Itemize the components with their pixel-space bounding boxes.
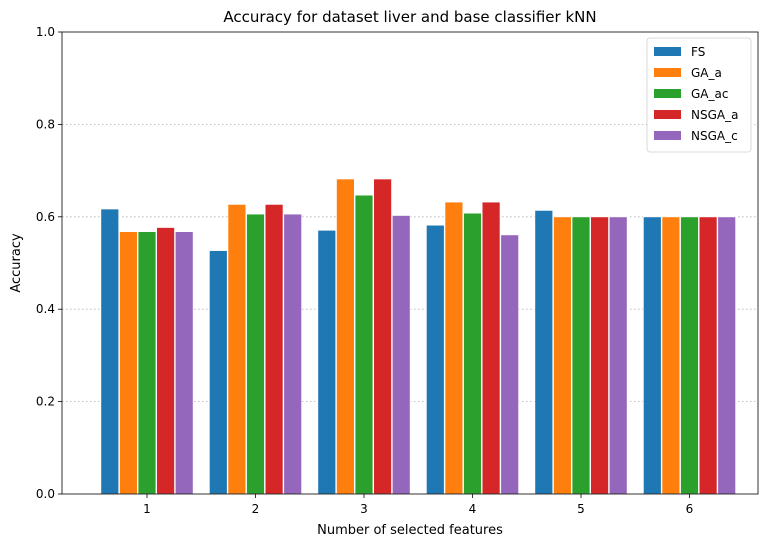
bar-nsga-c-6 — [717, 216, 737, 495]
legend-label: NSGA_a — [691, 108, 738, 122]
bar-nsga-a-2 — [264, 203, 284, 495]
bar-fs-4 — [425, 224, 445, 495]
plot-frame — [61, 31, 759, 495]
bar-nsga-a-3 — [373, 178, 393, 495]
y-tick-label: 0.4 — [36, 302, 55, 316]
bar-ga-ac-4 — [463, 212, 482, 495]
legend-label: GA_a — [691, 66, 722, 80]
x-tick-label: 1 — [143, 502, 151, 516]
bar-ga-a-2 — [227, 203, 247, 495]
x-tick-label: 5 — [577, 502, 585, 516]
bars — [100, 178, 737, 495]
bar-nsga-c-4 — [500, 234, 520, 495]
bar-ga-a-4 — [444, 201, 464, 495]
legend-swatch — [654, 68, 681, 77]
bar-ga-ac-5 — [571, 216, 591, 495]
bar-fs-3 — [317, 229, 337, 495]
chart-title: Accuracy for dataset liver and base clas… — [223, 8, 596, 26]
bar-nsga-a-5 — [590, 216, 609, 495]
bar-ga-a-5 — [553, 216, 572, 495]
y-tick-label: 0.6 — [36, 210, 55, 224]
bar-fs-5 — [534, 209, 554, 495]
bar-nsga-a-1 — [156, 227, 176, 495]
bar-fs-2 — [208, 250, 228, 495]
x-tick-label: 2 — [252, 502, 260, 516]
legend-swatch — [654, 110, 681, 119]
bar-ga-ac-3 — [354, 194, 374, 495]
legend-swatch — [654, 89, 681, 98]
y-tick-label: 1.0 — [36, 25, 55, 39]
legend: FS GA_a GA_ac NSGA_a NSGA_c — [646, 37, 752, 153]
x-axis-label: Number of selected features — [317, 523, 503, 538]
bar-ga-a-3 — [335, 178, 355, 495]
bar-ga-a-6 — [661, 216, 681, 495]
tick-labels: 0.0 0.2 0.4 0.6 0.8 1.0 1 2 3 4 5 6 — [36, 25, 693, 516]
x-tick-label: 4 — [469, 502, 477, 516]
x-tick-label: 6 — [686, 502, 694, 516]
y-tick-label: 0.8 — [36, 117, 55, 131]
bar-nsga-c-5 — [608, 216, 628, 495]
legend-box — [646, 37, 752, 153]
bar-nsga-a-4 — [481, 201, 501, 495]
legend-swatch — [654, 47, 681, 56]
bar-fs-6 — [642, 216, 662, 495]
y-tick-label: 0.2 — [36, 395, 55, 409]
bar-ga-ac-1 — [137, 231, 157, 495]
y-tick-label: 0.0 — [36, 487, 55, 501]
legend-label: NSGA_c — [691, 129, 738, 143]
y-axis-label: Accuracy — [9, 233, 24, 293]
axes — [58, 31, 759, 498]
bar-nsga-a-6 — [698, 216, 718, 495]
bar-ga-ac-2 — [246, 213, 265, 495]
bar-ga-a-1 — [119, 231, 138, 495]
legend-label: GA_ac — [691, 87, 728, 101]
bar-ga-ac-6 — [680, 216, 699, 495]
bar-nsga-c-3 — [391, 215, 411, 495]
legend-swatch — [654, 131, 681, 140]
bar-fs-1 — [100, 208, 120, 495]
x-tick-label: 3 — [360, 502, 368, 516]
legend-label: FS — [691, 45, 705, 59]
bar-nsga-c-2 — [283, 213, 303, 495]
bar-nsga-c-1 — [174, 231, 194, 495]
